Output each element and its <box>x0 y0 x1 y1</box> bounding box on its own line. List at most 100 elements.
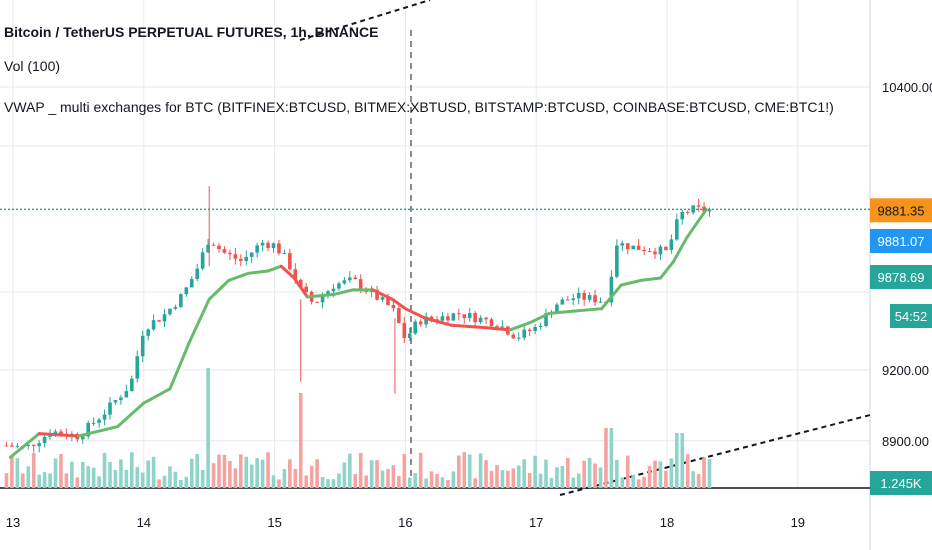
candle[interactable] <box>140 335 145 357</box>
candle[interactable] <box>642 249 646 252</box>
candle[interactable] <box>315 301 319 303</box>
candle[interactable] <box>451 313 456 321</box>
candle[interactable] <box>576 292 581 299</box>
candle[interactable] <box>151 320 156 330</box>
candle[interactable] <box>97 419 101 423</box>
candle[interactable] <box>467 312 472 319</box>
candle[interactable] <box>500 326 505 328</box>
candle[interactable] <box>342 280 347 284</box>
candle[interactable] <box>348 277 352 281</box>
candle[interactable] <box>222 249 227 253</box>
candle[interactable] <box>266 242 270 249</box>
candle[interactable] <box>293 269 298 280</box>
candle[interactable] <box>407 333 412 338</box>
candle[interactable] <box>696 205 701 207</box>
candle[interactable] <box>685 211 690 213</box>
candle[interactable] <box>397 308 401 323</box>
candle[interactable] <box>440 316 445 321</box>
candle[interactable] <box>615 245 619 277</box>
candle[interactable] <box>544 313 548 327</box>
candle[interactable] <box>59 431 63 435</box>
candle[interactable] <box>4 445 9 447</box>
candle[interactable] <box>108 402 112 415</box>
candle[interactable] <box>598 301 603 303</box>
candle[interactable] <box>31 444 36 447</box>
candle[interactable] <box>555 304 559 313</box>
candle[interactable] <box>680 211 685 220</box>
candle[interactable] <box>239 258 243 262</box>
candle[interactable] <box>353 277 358 280</box>
candle[interactable] <box>669 239 674 250</box>
candle[interactable] <box>217 245 221 250</box>
candle[interactable] <box>566 299 570 301</box>
candle[interactable] <box>249 252 254 257</box>
candle[interactable] <box>184 287 189 295</box>
candle[interactable] <box>168 308 172 315</box>
candle[interactable] <box>298 279 303 287</box>
candle[interactable] <box>179 294 183 307</box>
candle[interactable] <box>189 279 194 288</box>
candle[interactable] <box>446 316 450 321</box>
candle[interactable] <box>80 436 85 440</box>
candle[interactable] <box>135 356 140 379</box>
candle[interactable] <box>489 319 494 327</box>
candle[interactable] <box>473 312 477 323</box>
candle[interactable] <box>260 242 265 246</box>
candle[interactable] <box>288 253 292 270</box>
candle[interactable] <box>173 306 178 309</box>
candle[interactable] <box>478 317 483 323</box>
candle[interactable] <box>48 435 52 437</box>
trend-line-upper[interactable] <box>299 0 431 41</box>
candle[interactable] <box>380 297 385 300</box>
candle[interactable] <box>15 445 20 447</box>
candle[interactable] <box>413 321 418 334</box>
candle[interactable] <box>320 295 325 303</box>
candle[interactable] <box>277 243 281 254</box>
candle[interactable] <box>162 314 167 322</box>
candle[interactable] <box>26 444 31 446</box>
candle[interactable] <box>119 397 123 401</box>
vwap-study-label[interactable]: VWAP _ multi exchanges for BTC (BITFINEX… <box>4 99 834 115</box>
candle[interactable] <box>282 253 287 255</box>
candle[interactable] <box>484 317 488 320</box>
candle[interactable] <box>130 378 134 392</box>
candle[interactable] <box>255 245 259 253</box>
candle[interactable] <box>620 243 625 246</box>
candle[interactable] <box>206 244 210 253</box>
candle[interactable] <box>418 321 423 325</box>
candle[interactable] <box>457 313 461 315</box>
candle[interactable] <box>429 316 434 320</box>
candle[interactable] <box>195 268 200 280</box>
candle[interactable] <box>304 286 309 292</box>
candle[interactable] <box>462 314 467 319</box>
candle[interactable] <box>560 299 565 305</box>
candle[interactable] <box>707 209 712 212</box>
candle[interactable] <box>331 288 336 292</box>
candle[interactable] <box>587 295 592 300</box>
candle[interactable] <box>391 305 396 309</box>
candle[interactable] <box>609 276 614 303</box>
candle[interactable] <box>102 414 107 420</box>
candle[interactable] <box>42 436 47 444</box>
candle[interactable] <box>358 279 363 290</box>
candle[interactable] <box>631 245 636 250</box>
candle[interactable] <box>157 320 161 322</box>
candle[interactable] <box>527 329 532 332</box>
candle[interactable] <box>625 243 630 250</box>
candle[interactable] <box>10 445 14 447</box>
candle[interactable] <box>386 297 390 306</box>
candle[interactable] <box>516 337 521 339</box>
candle[interactable] <box>424 316 428 325</box>
candle[interactable] <box>337 283 341 289</box>
candle[interactable] <box>200 252 205 269</box>
candle[interactable] <box>675 219 679 240</box>
candle[interactable] <box>402 322 407 338</box>
candle[interactable] <box>271 243 276 249</box>
candle[interactable] <box>647 251 652 253</box>
candle[interactable] <box>146 329 150 336</box>
candle[interactable] <box>533 326 537 332</box>
candle[interactable] <box>375 289 379 300</box>
candle[interactable] <box>658 246 663 255</box>
candle[interactable] <box>86 422 91 437</box>
